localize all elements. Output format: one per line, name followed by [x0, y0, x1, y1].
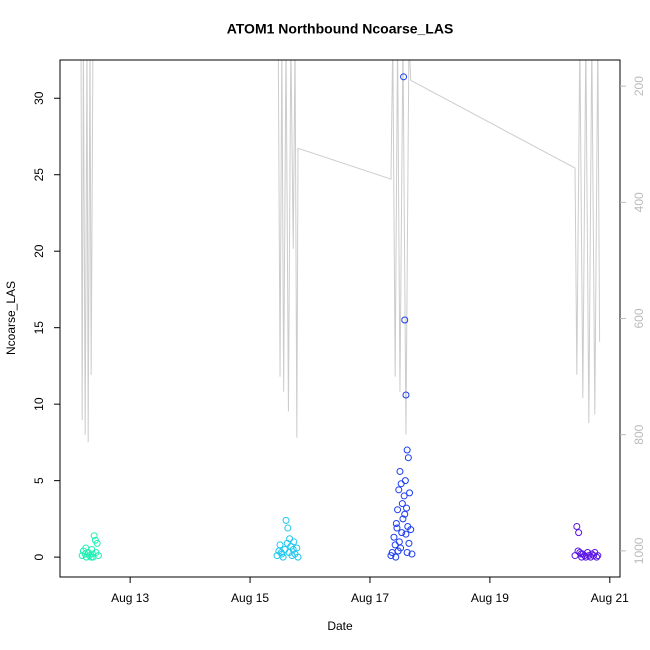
- point: [395, 538, 403, 546]
- point: [293, 544, 301, 552]
- y-tick-label: 0: [32, 553, 46, 560]
- point: [387, 552, 395, 560]
- y-tick-label: 10: [32, 397, 46, 411]
- y-tick-label: 15: [32, 321, 46, 335]
- point: [404, 454, 412, 462]
- point: [405, 539, 413, 547]
- point: [403, 504, 411, 512]
- point: [93, 539, 101, 547]
- point: [593, 553, 601, 561]
- point: [90, 532, 98, 540]
- point: [408, 550, 416, 558]
- point: [284, 524, 292, 532]
- point: [575, 529, 583, 537]
- point: [399, 515, 407, 523]
- point: [406, 489, 414, 497]
- point: [573, 523, 581, 531]
- point: [286, 535, 294, 543]
- point: [402, 530, 410, 538]
- y2-tick-label: 600: [632, 308, 646, 328]
- point: [398, 529, 406, 537]
- y2-tick-label: 1000: [632, 537, 646, 564]
- point: [394, 547, 402, 555]
- point: [82, 544, 90, 552]
- y2-tick-label: 200: [632, 76, 646, 96]
- point: [277, 549, 285, 557]
- y-tick-label: 20: [32, 244, 46, 258]
- point: [398, 500, 406, 508]
- point: [594, 552, 602, 560]
- point: [404, 523, 412, 531]
- point: [402, 391, 410, 399]
- point: [392, 519, 400, 527]
- x-tick-label: Aug 15: [231, 591, 269, 605]
- point: [282, 516, 290, 524]
- point: [403, 549, 411, 557]
- point: [92, 549, 100, 557]
- point: [395, 486, 403, 494]
- x-tick-label: Aug 19: [471, 591, 509, 605]
- x-tick-label: Aug 21: [591, 591, 629, 605]
- y2-tick-label: 800: [632, 424, 646, 444]
- point: [401, 510, 409, 518]
- point: [294, 553, 302, 561]
- y2-tick-label: 400: [632, 192, 646, 212]
- point: [401, 316, 409, 324]
- point: [394, 506, 402, 514]
- y-axis-label: Ncoarse_LAS: [4, 281, 18, 355]
- point: [290, 538, 298, 546]
- point: [390, 533, 398, 541]
- point: [400, 73, 408, 81]
- y-tick-label: 25: [32, 168, 46, 182]
- point: [403, 446, 411, 454]
- profile-line: [80, 60, 601, 443]
- point: [392, 553, 400, 561]
- plot-frame: [59, 59, 621, 578]
- point: [393, 524, 401, 532]
- plot-area: [78, 60, 602, 561]
- x-tick-label: Aug 17: [351, 591, 389, 605]
- point: [401, 477, 409, 485]
- point: [396, 467, 404, 475]
- x-tick-label: Aug 13: [111, 591, 149, 605]
- y-tick-label: 30: [32, 91, 46, 105]
- point: [397, 480, 405, 488]
- point: [279, 553, 287, 561]
- chart-title: ATOM1 Northbound Ncoarse_LAS: [227, 21, 454, 37]
- point: [289, 545, 297, 553]
- y-tick-label: 5: [32, 477, 46, 484]
- point: [276, 541, 284, 549]
- x-axis-label: Date: [327, 619, 353, 633]
- point: [400, 492, 408, 500]
- point: [577, 550, 585, 558]
